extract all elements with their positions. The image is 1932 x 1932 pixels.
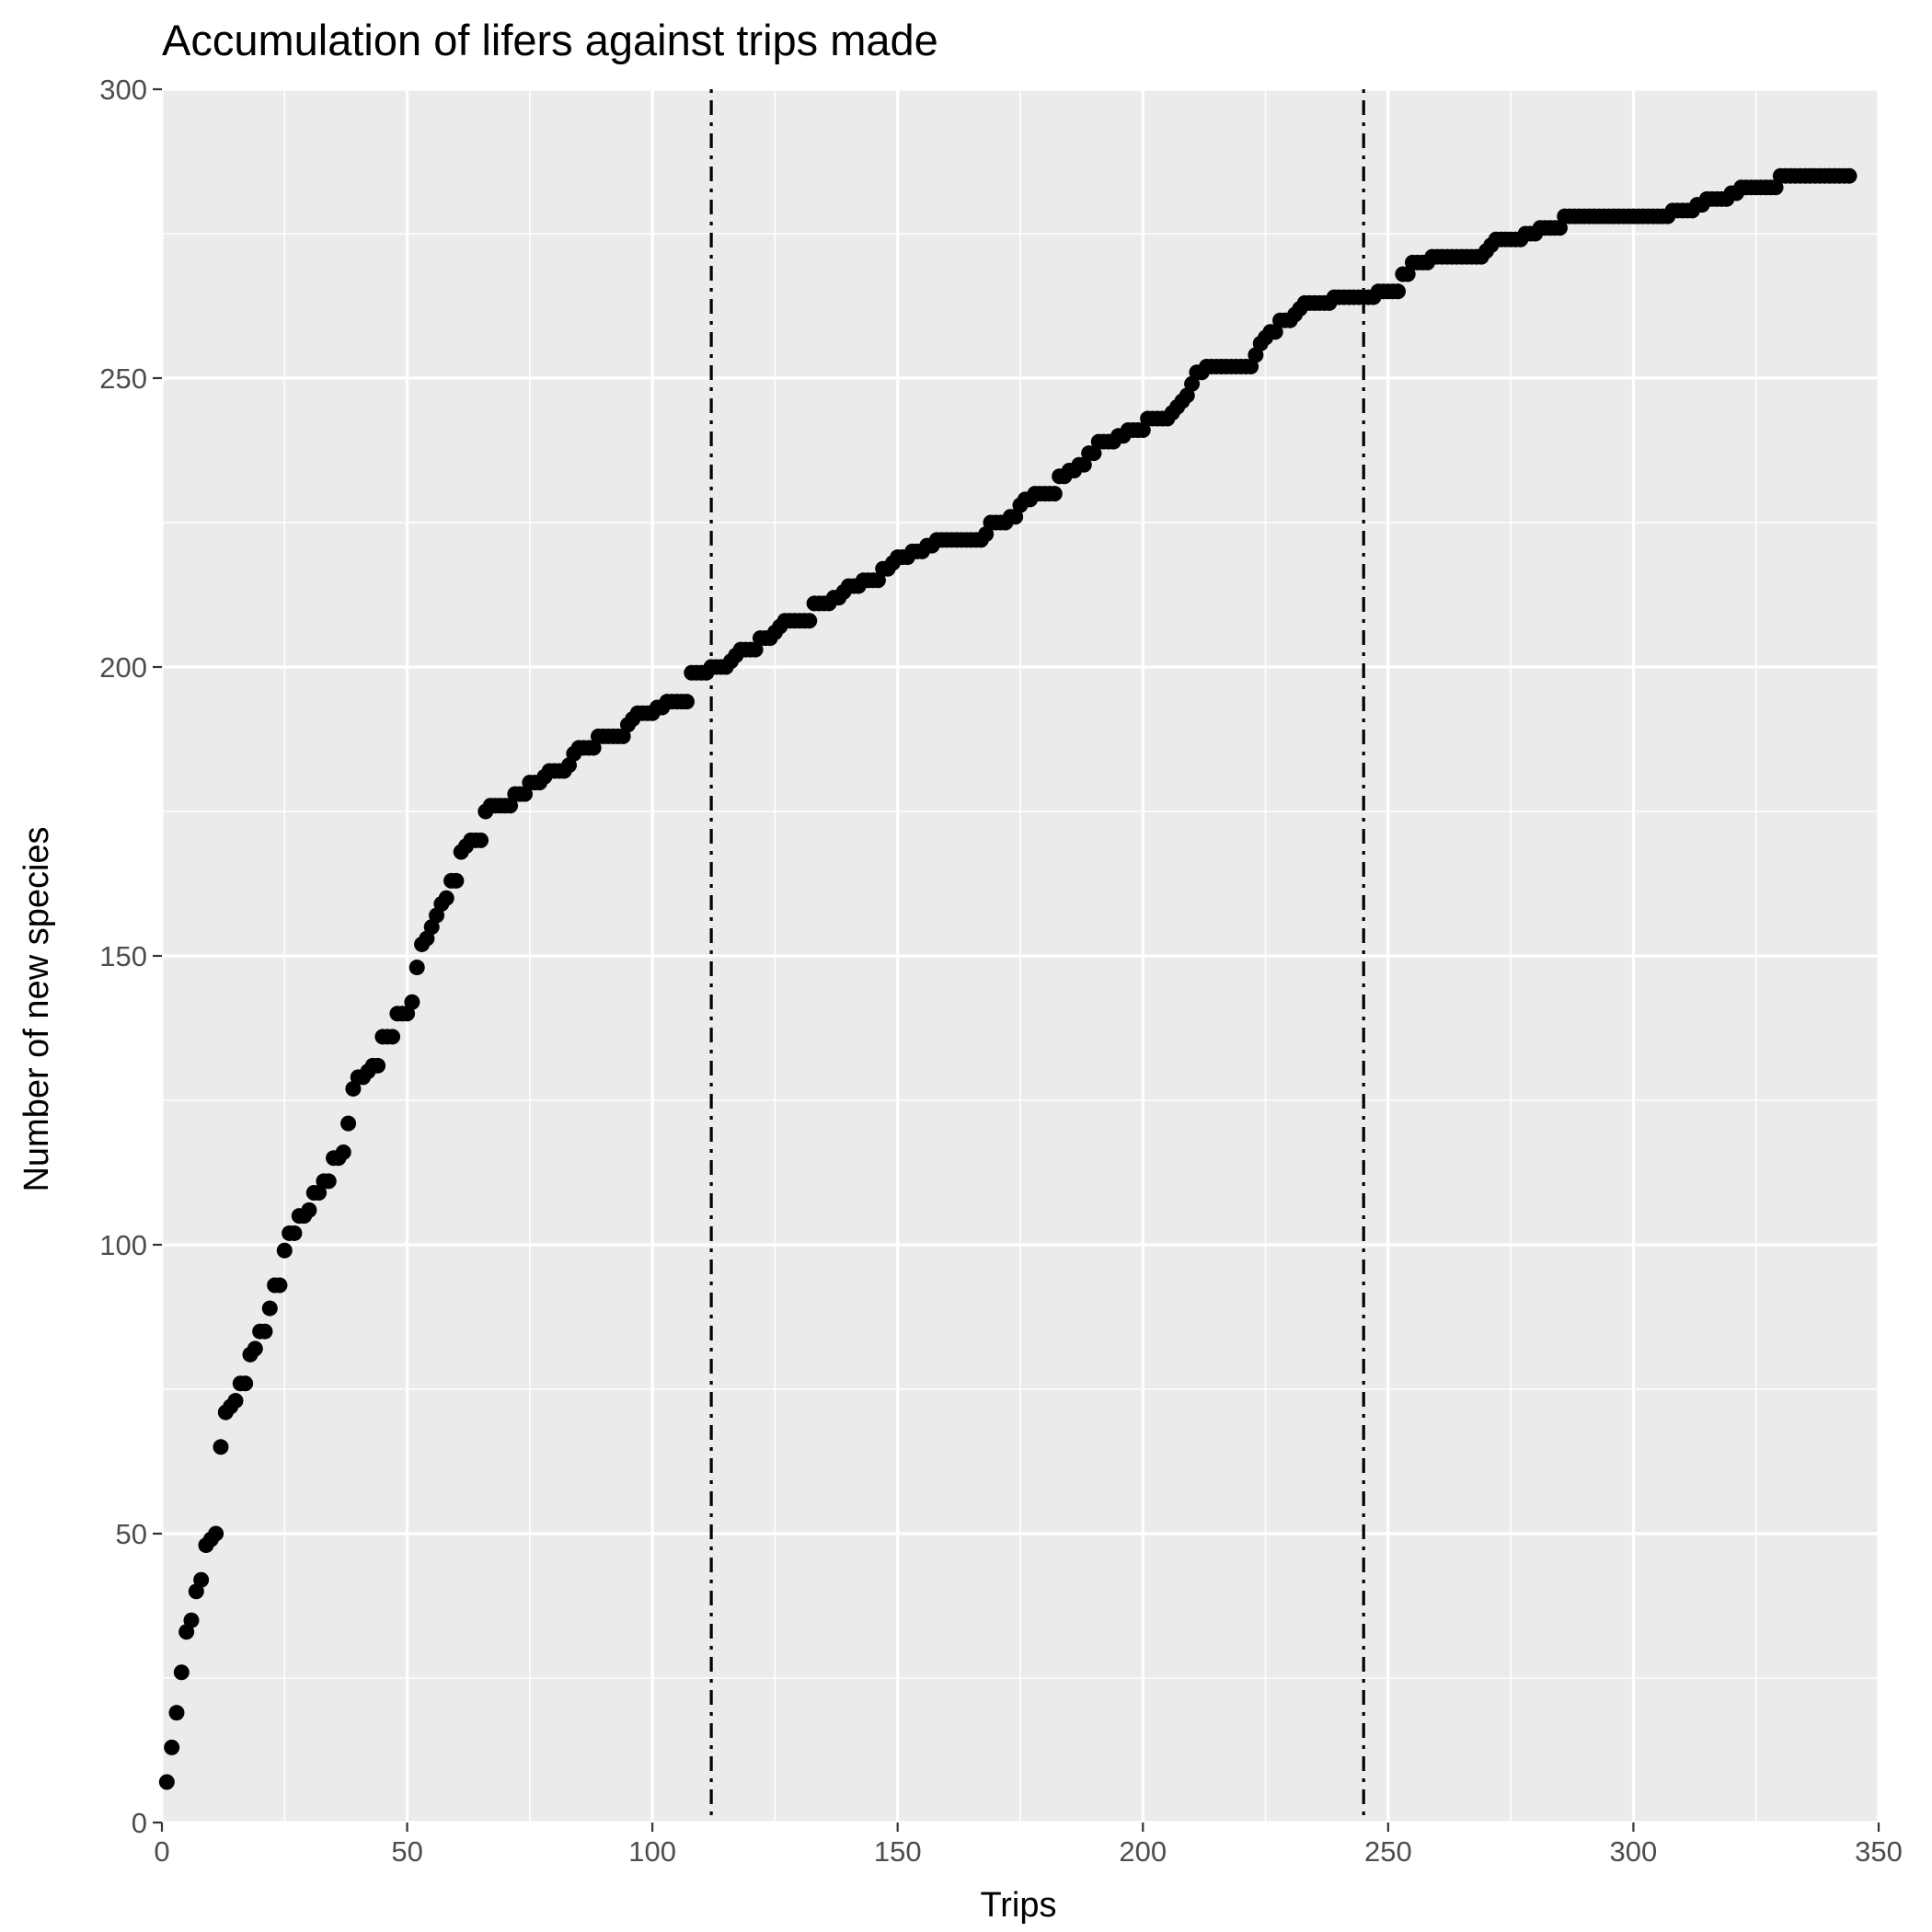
data-point — [473, 832, 489, 848]
data-point — [168, 1705, 185, 1721]
x-tick-label: 350 — [1855, 1835, 1903, 1868]
data-point — [227, 1393, 244, 1409]
data-point — [158, 1774, 175, 1790]
data-point — [320, 1173, 337, 1190]
chart-title: Accumulation of lifers against trips mad… — [162, 16, 938, 64]
data-point — [1390, 283, 1407, 300]
x-axis: 0 50 100 150 200 250 300 350 — [154, 1823, 1903, 1868]
data-point — [408, 960, 425, 976]
x-tick-label: 200 — [1119, 1835, 1167, 1868]
y-tick-label: 100 — [99, 1229, 147, 1261]
data-point — [276, 1242, 293, 1259]
x-tick-label: 250 — [1364, 1835, 1412, 1868]
data-point — [237, 1375, 254, 1392]
x-axis-title: Trips — [980, 1886, 1056, 1925]
data-point — [678, 694, 695, 710]
x-tick-label: 0 — [154, 1835, 169, 1868]
data-point — [208, 1525, 224, 1542]
data-point — [370, 1057, 386, 1074]
data-point — [261, 1300, 278, 1317]
y-axis: 0 50 100 150 200 250 300 — [99, 74, 162, 1839]
data-points — [158, 167, 1857, 1790]
data-point — [1046, 486, 1063, 502]
data-point — [335, 1144, 351, 1161]
data-point — [448, 872, 465, 889]
y-tick-label: 150 — [99, 940, 147, 972]
data-point — [213, 1439, 229, 1455]
data-point — [193, 1571, 210, 1588]
data-point — [286, 1225, 303, 1241]
data-point — [301, 1202, 317, 1218]
data-point — [183, 1612, 200, 1628]
data-point — [1841, 167, 1857, 184]
y-axis-title: Number of new species — [17, 826, 56, 1191]
reference-lines — [709, 89, 1365, 1823]
data-point — [247, 1340, 263, 1357]
data-point — [385, 1029, 401, 1045]
data-point — [164, 1739, 180, 1755]
y-tick-label: 0 — [132, 1807, 147, 1839]
data-point — [340, 1115, 357, 1132]
x-tick-label: 300 — [1610, 1835, 1658, 1868]
y-tick-label: 200 — [99, 651, 147, 684]
y-tick-label: 50 — [116, 1518, 147, 1550]
data-point — [173, 1664, 190, 1681]
data-point — [438, 890, 454, 906]
data-point — [404, 994, 420, 1010]
x-tick-label: 50 — [391, 1835, 422, 1868]
y-tick-label: 250 — [99, 362, 147, 395]
data-point — [257, 1323, 273, 1340]
y-tick-label: 300 — [99, 74, 147, 106]
x-tick-label: 100 — [628, 1835, 676, 1868]
x-tick-label: 150 — [874, 1835, 922, 1868]
data-point — [801, 613, 818, 629]
data-point — [271, 1277, 288, 1294]
